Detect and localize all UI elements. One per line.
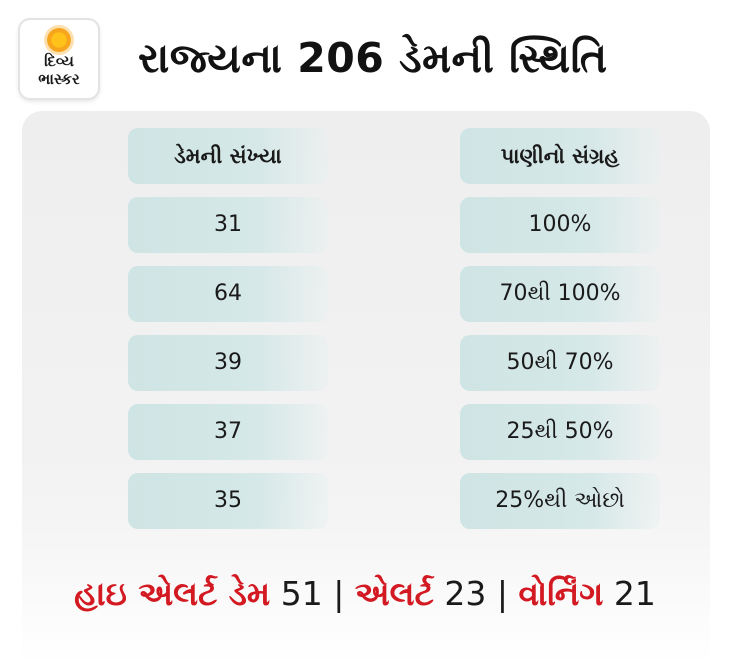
- high-alert-value: 51: [280, 574, 323, 613]
- table-row-3-storage: 50થી 70%: [460, 335, 660, 391]
- table-row-3-count: 39: [128, 335, 328, 391]
- page-title: રાજ્યના 206 ડેમની સ્થિતિ: [138, 34, 608, 82]
- logo-line-2: ભાસ્કર: [38, 70, 80, 88]
- table-row-5-count: 35: [128, 473, 328, 529]
- header-dam-count: ડેમની સંખ્યા: [128, 128, 328, 184]
- high-alert-label: હાઇ એલર્ટ ડેમ: [74, 574, 271, 613]
- alert-label: એલર્ટ: [354, 574, 434, 613]
- table-row-2-storage: 70થી 100%: [460, 266, 660, 322]
- warning-label: વોર્નિંગ: [518, 574, 604, 613]
- table-row-2-count: 64: [128, 266, 328, 322]
- data-table-panel: ડેમની સંખ્યા પાણીનો સંગ્રહ 31 100% 64 70…: [22, 111, 710, 664]
- logo-line-1: દિવ્ય: [44, 52, 74, 70]
- divya-bhaskar-logo: દિવ્ય ભાસ્કર: [20, 20, 98, 98]
- warning-value: 21: [613, 574, 656, 613]
- alert-value: 23: [444, 574, 487, 613]
- separator: |: [496, 574, 508, 613]
- table-row-4-storage: 25થી 50%: [460, 404, 660, 460]
- table-row-4-count: 37: [128, 404, 328, 460]
- separator: |: [333, 574, 345, 613]
- header-water-storage: પાણીનો સંગ્રહ: [460, 128, 660, 184]
- alert-summary: હાઇ એલર્ટ ડેમ 51 | એલર્ટ 23 | વોર્નિંગ 2…: [40, 564, 690, 624]
- table-row-1-count: 31: [128, 197, 328, 253]
- table-row-5-storage: 25%થી ઓછો: [460, 473, 660, 529]
- table-row-1-storage: 100%: [460, 197, 660, 253]
- sun-icon: [47, 28, 71, 52]
